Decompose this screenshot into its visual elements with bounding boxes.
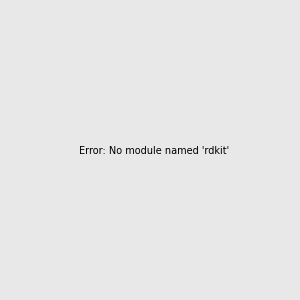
Text: Error: No module named 'rdkit': Error: No module named 'rdkit' bbox=[79, 146, 229, 157]
